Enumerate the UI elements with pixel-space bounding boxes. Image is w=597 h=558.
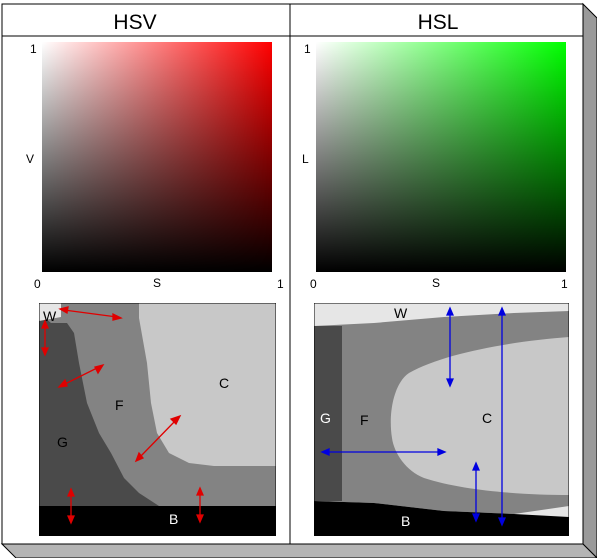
hsv-title: HSV [113, 11, 157, 34]
hsv-region-f-label: F [115, 397, 124, 413]
hsl-x-min-label: 0 [310, 277, 317, 291]
hsl-region-f-label: F [360, 412, 369, 428]
hsv-gradient-square [42, 42, 272, 272]
hsv-y-max-label: 1 [30, 42, 37, 56]
hsl-y-axis-label: L [302, 152, 309, 166]
hsv-region-g-label: G [57, 434, 68, 450]
hsl-title: HSL [417, 11, 459, 34]
hsl-y-max-label: 1 [304, 42, 311, 56]
hsv-region-c-label: C [219, 375, 229, 391]
hsv-region-b-label: B [169, 511, 178, 527]
hsv-x-axis-label: S [153, 276, 162, 290]
hsl-region-map: W G F C B [314, 303, 569, 536]
hsv-region-w-label: W [43, 308, 57, 324]
hsl-x-max-label: 1 [561, 277, 568, 291]
hsl-region-g-label: G [320, 410, 331, 426]
hsl-region-b-label: B [401, 513, 410, 529]
hsl-region-w-label: W [394, 305, 408, 321]
hsv-x-min-label: 0 [34, 277, 41, 291]
hsv-y-axis-label: V [26, 152, 35, 166]
hsv-region-map: W F C G B [39, 303, 276, 536]
hsv-x-max-label: 1 [277, 277, 284, 291]
hsl-x-axis-label: S [432, 276, 441, 290]
hsl-gradient-square [316, 42, 566, 272]
hsl-region-c-label: C [482, 410, 492, 426]
